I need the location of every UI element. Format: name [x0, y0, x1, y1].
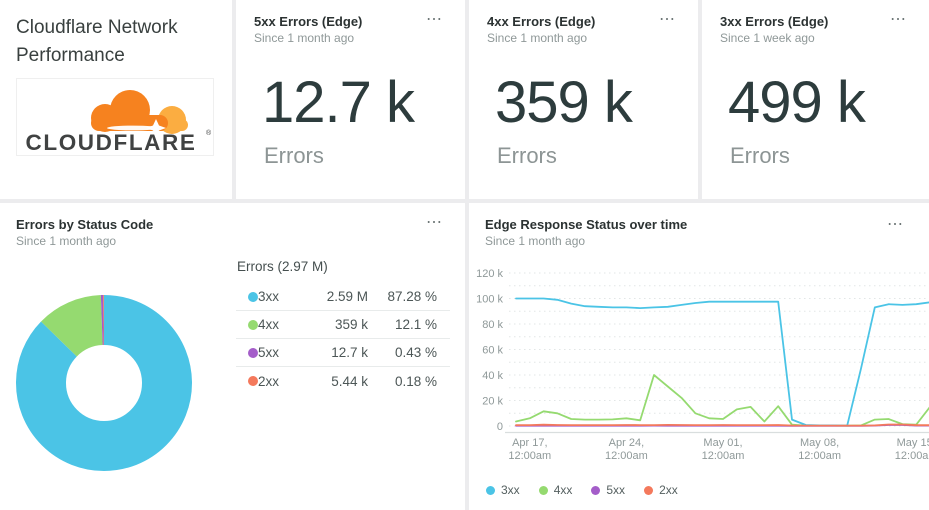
legend-percent: 12.1 % — [394, 317, 437, 332]
legend-label: 2xx — [258, 373, 280, 389]
donut-legend-rows: 3xx 2.59 M 87.28 % 4xx 359 k 12.1 % 5xx 12.7 k 0… — [236, 283, 450, 395]
stat-card-subtitle: Since 1 month ago — [487, 31, 588, 45]
donut-legend-row-3xx[interactable]: 3xx 2.59 M 87.28 % — [236, 283, 450, 311]
x-axis-label: May 08, 12:00am — [798, 437, 841, 462]
y-axis-label: 80 k — [482, 319, 503, 331]
stat-unit-label: Errors — [497, 143, 557, 168]
legend-percent: 87.28 % — [387, 289, 437, 304]
donut-legend: Errors (2.97 M) 3xx 2.59 M 87.28 % 4xx 359 k… — [236, 259, 450, 395]
donut-legend-header: Errors (2.97 M) — [237, 259, 328, 274]
legend-value: 2.59 M — [326, 289, 368, 304]
dashboard-title: Cloudflare Network Performance — [16, 17, 178, 66]
legend-label: 5xx — [606, 483, 626, 497]
line-chart[interactable]: 0 20 k 40 k 60 k 80 k 100 k 120 k Apr 17, 12:00a… — [469, 203, 929, 510]
stat-card-title: 5xx Errors (Edge) — [254, 14, 363, 29]
legend-percent: 0.18 % — [394, 373, 437, 389]
stat-card-5xx: 5xx Errors (Edge) Since 1 month ago ⋯ 12… — [236, 0, 465, 199]
logo-flare — [107, 119, 166, 137]
stat-card-4xx: 4xx Errors (Edge) Since 1 month ago ⋯ 35… — [469, 0, 698, 199]
line-chart-legend: 3xx 4xx 5xx 2xx — [486, 483, 678, 497]
y-axis-label: 120 k — [476, 268, 503, 280]
overflow-menu-icon[interactable]: ⋯ — [659, 11, 676, 28]
cloudflare-wordmark: CLOUDFLARE — [26, 130, 197, 155]
legend-label: 3xx — [501, 483, 520, 497]
legend-label: 2xx — [659, 483, 678, 497]
overflow-menu-icon[interactable]: ⋯ — [890, 11, 907, 28]
legend-label: 4xx — [553, 483, 573, 497]
legend-label: 4xx — [258, 317, 280, 332]
stat-card-3xx: 3xx Errors (Edge) Since 1 week ago ⋯ 499… — [702, 0, 929, 199]
line-card-subtitle: Since 1 month ago — [485, 234, 586, 248]
stat-card-subtitle: Since 1 month ago — [254, 31, 355, 45]
series-line-4xx[interactable] — [515, 374, 929, 427]
x-axis-label: Apr 24, 12:00am — [605, 437, 648, 462]
legend-value: 12.7 k — [331, 345, 368, 360]
donut-card-title: Errors by Status Code — [16, 217, 154, 232]
y-axis-label: 60 k — [482, 345, 503, 357]
legend-dot-5xx — [591, 485, 601, 495]
legend-dot-3xx — [248, 291, 258, 302]
x-axis-label: Apr 17, 12:00am — [508, 437, 551, 462]
legend-label: 3xx — [258, 289, 280, 304]
donut-legend-row-2xx[interactable]: 2xx 5.44 k 0.18 % — [236, 367, 450, 395]
overflow-menu-icon[interactable]: ⋯ — [887, 216, 904, 233]
legend-value: 5.44 k — [331, 373, 368, 389]
donut-legend-row-4xx[interactable]: 4xx 359 k 12.1 % — [236, 311, 450, 339]
cloudflare-logo: CLOUDFLARE ® — [16, 78, 214, 156]
series-line-2xx[interactable] — [515, 423, 929, 427]
y-axis-label: 20 k — [482, 396, 503, 408]
legend-dot-5xx — [248, 347, 258, 358]
stat-card-subtitle: Since 1 week ago — [720, 31, 815, 45]
donut-card-subtitle: Since 1 month ago — [16, 234, 117, 248]
overflow-menu-icon[interactable]: ⋯ — [426, 214, 443, 231]
donut-card: Errors by Status Code Since 1 month ago … — [0, 203, 465, 510]
legend-dot-3xx — [486, 485, 495, 495]
legend-percent: 0.43 % — [394, 345, 437, 360]
legend-dot-4xx — [538, 485, 548, 495]
line-legend-item-4xx[interactable]: 4xx — [538, 483, 573, 497]
overflow-menu-icon[interactable]: ⋯ — [426, 11, 443, 28]
donut-slice-2xx[interactable] — [16, 295, 192, 471]
stat-value: 499 k — [728, 70, 866, 135]
legend-dot-2xx — [248, 376, 258, 386]
donut-legend-row-5xx[interactable]: 5xx 12.7 k 0.43 % — [236, 339, 450, 367]
donut-chart[interactable] — [0, 277, 210, 489]
stat-card-title: 3xx Errors (Edge) — [720, 14, 829, 29]
y-axis-label: 0 — [497, 421, 503, 433]
legend-dot-4xx — [248, 319, 258, 330]
legend-label: 5xx — [258, 345, 280, 360]
series-line-3xx[interactable] — [515, 297, 929, 427]
line-card-title: Edge Response Status over time — [485, 217, 688, 232]
trademark-symbol: ® — [206, 129, 212, 137]
line-legend-item-2xx[interactable]: 2xx — [644, 483, 678, 497]
stat-unit-label: Errors — [730, 143, 790, 168]
line-chart-card: Edge Response Status over time Since 1 m… — [469, 203, 929, 510]
stat-card-title: 4xx Errors (Edge) — [487, 14, 596, 29]
legend-value: 359 k — [334, 317, 368, 332]
header-card: Cloudflare Network Performance — [0, 0, 232, 199]
stat-value: 359 k — [495, 70, 633, 135]
stat-unit-label: Errors — [264, 143, 324, 168]
x-axis-label: May 15,12:00am — [895, 437, 929, 462]
cloudflare-logo-image: CLOUDFLARE ® — [26, 83, 212, 155]
y-axis-label: 40 k — [482, 370, 503, 382]
stat-value: 12.7 k — [262, 70, 415, 135]
x-axis-label: May 01, 12:00am — [702, 437, 745, 462]
line-legend-item-3xx[interactable]: 3xx — [486, 483, 520, 497]
y-axis-label: 100 k — [476, 294, 503, 306]
line-legend-item-5xx[interactable]: 5xx — [591, 483, 625, 497]
legend-dot-2xx — [644, 485, 654, 495]
